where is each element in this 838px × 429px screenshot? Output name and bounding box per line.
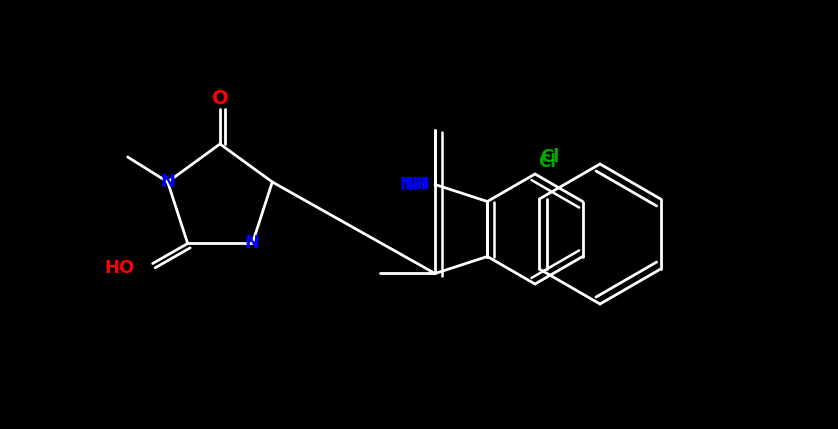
Text: Cl: Cl [538, 153, 556, 171]
Text: O: O [212, 90, 228, 109]
Text: NH: NH [400, 175, 427, 193]
Text: NH: NH [405, 177, 430, 192]
Text: Cl: Cl [540, 148, 560, 166]
Text: N: N [245, 235, 260, 253]
Text: HO: HO [105, 260, 135, 278]
Text: N: N [160, 173, 175, 191]
